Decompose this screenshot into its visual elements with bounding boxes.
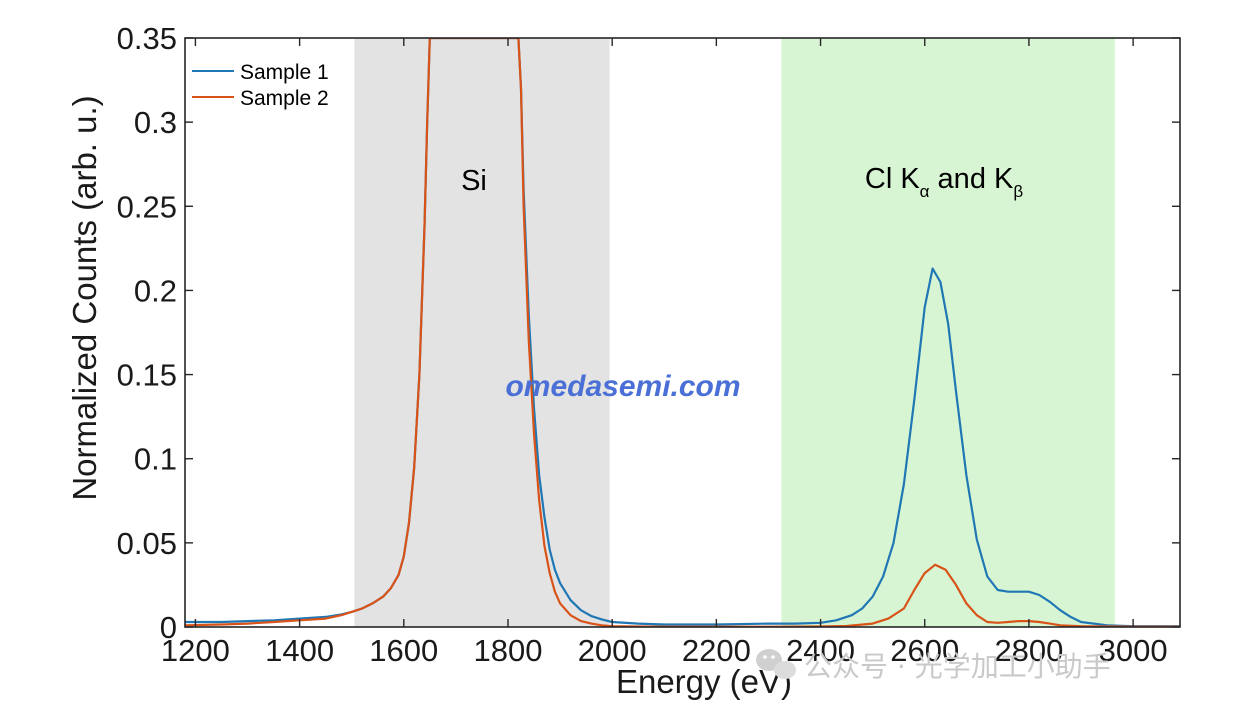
x-tick-label: 1200 — [161, 633, 230, 668]
legend-label-sample-2: Sample 2 — [240, 87, 329, 110]
y-tick-label: 0 — [160, 610, 177, 645]
y-tick-label: 0.05 — [117, 526, 177, 561]
legend-label-sample-1: Sample 1 — [240, 61, 329, 84]
region-label-cl: Cl Kα and Kβ — [865, 163, 1023, 201]
region-band-0 — [354, 38, 610, 627]
y-axis-title: Normalized Counts (arb. u.) — [66, 95, 103, 500]
wechat-watermark: 公众号 · 光学加工小助手 — [756, 649, 1111, 683]
y-tick-label: 0.25 — [117, 189, 177, 224]
shaded-regions — [354, 38, 1115, 627]
x-tick-label: 1400 — [265, 633, 334, 668]
x-tick-label: 2000 — [578, 633, 647, 668]
y-tick-label: 0.3 — [134, 105, 177, 140]
plot-frame — [184, 37, 1181, 628]
y-tick-label: 0.35 — [117, 21, 177, 56]
y-tick-label: 0.2 — [134, 273, 177, 308]
wechat-icon — [756, 649, 796, 679]
series-line-2 — [185, 38, 1180, 627]
x-tick-label: 2200 — [682, 633, 751, 668]
x-axis: 1200 1400 1600 1800 2000 2200 2400 2600 2800 3000 — [161, 38, 1168, 668]
watermark-text: omedasemi.com — [505, 370, 740, 403]
x-tick-label: 2600 — [890, 633, 959, 668]
x-tick-label: 1800 — [473, 633, 542, 668]
wechat-account-text: 公众号 · 光学加工小助手 — [804, 650, 1111, 683]
y-tick-label: 0.1 — [134, 442, 177, 477]
y-axis: 0 0.05 0.1 0.15 0.2 0.25 0.3 0.35 — [117, 21, 1180, 645]
region-label-si: Si — [461, 165, 487, 197]
legend: Sample 1 Sample 2 — [192, 61, 329, 110]
x-tick-label: 2400 — [786, 633, 855, 668]
x-tick-label: 1600 — [369, 633, 438, 668]
series-lines — [185, 38, 1180, 627]
x-tick-label: 3000 — [1099, 633, 1168, 668]
y-tick-label: 0.15 — [117, 358, 177, 393]
x-tick-label: 2800 — [994, 633, 1063, 668]
